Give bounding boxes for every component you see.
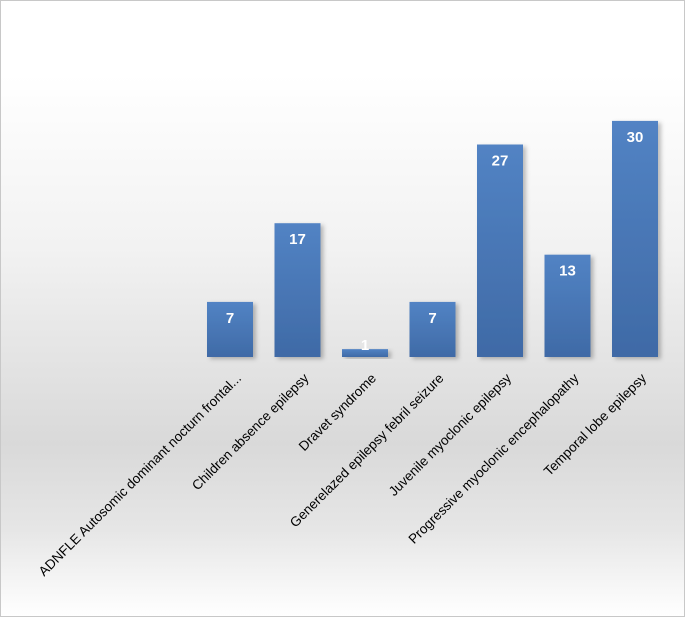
bar	[274, 223, 321, 357]
category-label: Children absence epilepsy	[189, 370, 312, 493]
data-label: 7	[428, 310, 436, 327]
data-label: 13	[559, 263, 576, 280]
category-labels: ADNFLE Autosomic dominant nocturn fronta…	[36, 370, 650, 579]
data-label: 30	[627, 129, 644, 146]
data-label: 7	[226, 310, 234, 327]
bar	[544, 254, 591, 357]
bar	[409, 301, 456, 357]
bar	[342, 349, 388, 357]
bars	[207, 120, 658, 358]
bar	[207, 301, 253, 357]
data-label: 27	[492, 153, 509, 170]
data-label: 1	[361, 337, 369, 354]
bar	[477, 144, 523, 357]
category-label: Juvenile myoclonic epilepsy	[386, 370, 515, 499]
bar	[612, 120, 658, 358]
data-label: 17	[289, 231, 306, 248]
